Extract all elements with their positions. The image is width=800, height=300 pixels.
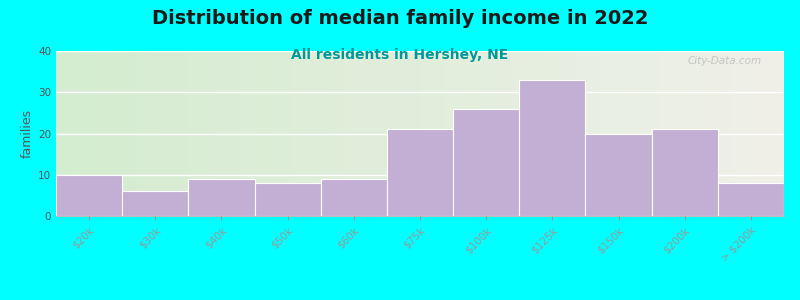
Bar — [188, 179, 254, 216]
Text: Distribution of median family income in 2022: Distribution of median family income in … — [152, 9, 648, 28]
Bar — [586, 134, 652, 216]
Text: All residents in Hershey, NE: All residents in Hershey, NE — [291, 48, 509, 62]
Bar — [254, 183, 321, 216]
Bar — [519, 80, 586, 216]
Bar — [652, 129, 718, 216]
Bar — [56, 175, 122, 216]
Text: City-Data.com: City-Data.com — [688, 56, 762, 66]
Bar — [387, 129, 453, 216]
Bar — [453, 109, 519, 216]
Bar — [321, 179, 387, 216]
Y-axis label: families: families — [21, 109, 34, 158]
Bar — [122, 191, 188, 216]
Bar — [718, 183, 784, 216]
